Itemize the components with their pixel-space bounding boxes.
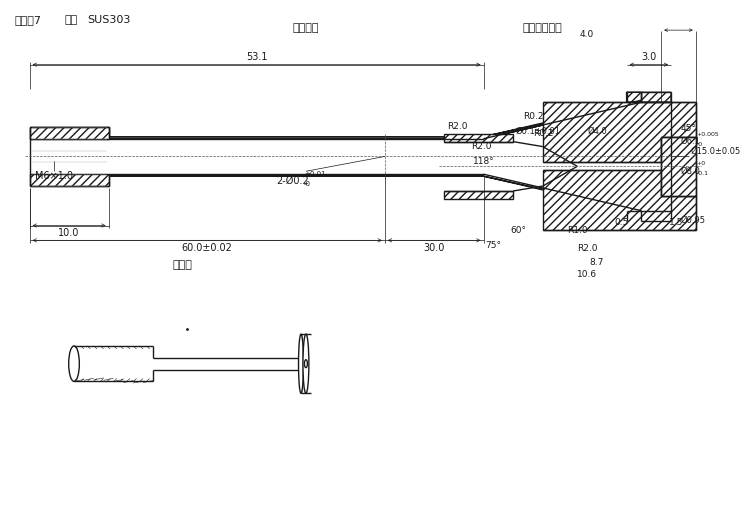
Text: SUS303: SUS303 (87, 15, 130, 25)
Polygon shape (444, 191, 513, 199)
Text: Ø15.0±0.05: Ø15.0±0.05 (691, 147, 741, 156)
Polygon shape (662, 137, 696, 196)
Text: Ø0.1±0.01: Ø0.1±0.01 (515, 127, 560, 136)
Text: 2-Ø0.2: 2-Ø0.2 (276, 176, 309, 186)
Text: 製品例7: 製品例7 (15, 15, 42, 25)
Text: 60.0±0.02: 60.0±0.02 (182, 243, 232, 253)
Text: R2.0: R2.0 (471, 142, 492, 151)
Polygon shape (29, 174, 109, 186)
Text: 30.0: 30.0 (424, 243, 445, 253)
Text: 75°: 75° (485, 241, 502, 250)
Text: R0.2: R0.2 (523, 112, 544, 121)
Text: R2.0: R2.0 (447, 122, 467, 131)
Text: +0.005: +0.005 (697, 132, 719, 137)
Text: M6×1.0: M6×1.0 (35, 171, 74, 181)
Text: +0.01: +0.01 (304, 171, 326, 177)
Text: 53.1: 53.1 (246, 52, 267, 61)
Text: R2.0: R2.0 (577, 244, 598, 253)
Text: 0.5: 0.5 (614, 218, 629, 227)
Text: 10.0: 10.0 (58, 228, 80, 239)
Text: -0: -0 (304, 181, 311, 187)
Polygon shape (543, 170, 696, 231)
Text: 材質: 材質 (64, 15, 77, 25)
Text: 縦断面図: 縦断面図 (292, 23, 320, 33)
Text: R1.0: R1.0 (567, 226, 587, 235)
Ellipse shape (303, 334, 309, 393)
Polygon shape (29, 127, 109, 139)
Ellipse shape (304, 360, 307, 368)
Text: -0.1: -0.1 (697, 171, 709, 176)
Text: -0: -0 (697, 142, 703, 147)
Polygon shape (109, 176, 641, 220)
Polygon shape (109, 92, 671, 139)
Text: 118°: 118° (472, 157, 494, 166)
Text: Ø6.1: Ø6.1 (681, 137, 700, 146)
Text: 3.0: 3.0 (641, 52, 656, 61)
Text: 60°: 60° (510, 226, 526, 235)
Text: 10.6: 10.6 (577, 270, 597, 279)
Polygon shape (444, 134, 513, 142)
Text: 4.0: 4.0 (580, 30, 594, 39)
Text: Ø4.0: Ø4.0 (587, 127, 607, 136)
Text: Ø8.0: Ø8.0 (681, 167, 700, 176)
Polygon shape (29, 127, 109, 139)
Text: 8.7: 8.7 (590, 258, 604, 267)
Text: 先端部詳細図: 先端部詳細図 (523, 23, 562, 33)
Polygon shape (109, 92, 641, 137)
Text: 斜視図: 斜視図 (172, 260, 193, 270)
Text: Ø0.95: Ø0.95 (681, 216, 706, 225)
Text: R0.2: R0.2 (533, 129, 554, 138)
Text: 1.5: 1.5 (669, 218, 683, 227)
Text: +0: +0 (697, 161, 706, 166)
Polygon shape (543, 102, 696, 162)
Ellipse shape (298, 334, 304, 393)
Text: 45°: 45° (681, 125, 697, 134)
